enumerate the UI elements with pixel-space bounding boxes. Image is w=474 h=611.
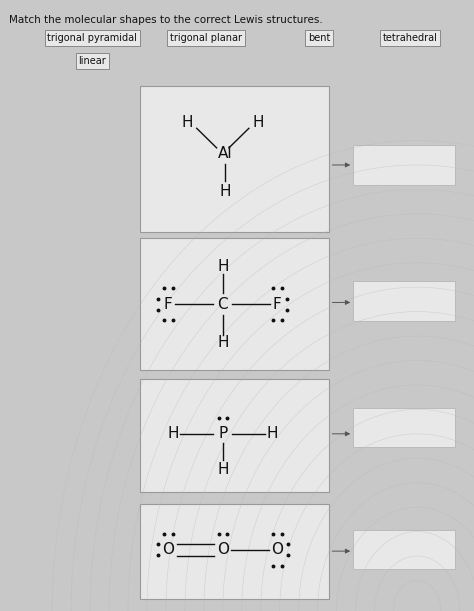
Bar (140, 504, 329, 599)
Text: H: H (182, 115, 193, 130)
Text: H: H (167, 426, 179, 441)
Bar (140, 379, 329, 492)
Text: trigonal pyramidal: trigonal pyramidal (47, 33, 137, 43)
Text: Al: Al (218, 147, 232, 161)
Text: F: F (273, 297, 282, 312)
Text: bent: bent (308, 33, 330, 43)
Text: O: O (271, 543, 283, 557)
Text: Match the molecular shapes to the correct Lewis structures.: Match the molecular shapes to the correc… (9, 15, 323, 25)
Text: P: P (218, 426, 228, 441)
Bar (353, 408, 455, 447)
Text: tetrahedral: tetrahedral (383, 33, 438, 43)
Bar (140, 86, 329, 232)
Text: H: H (217, 462, 228, 477)
Bar (140, 238, 329, 370)
Bar (353, 530, 455, 569)
Text: linear: linear (79, 56, 106, 66)
Text: trigonal planar: trigonal planar (170, 33, 242, 43)
Text: H: H (219, 184, 231, 199)
Text: H: H (253, 115, 264, 130)
Text: F: F (164, 297, 173, 312)
Bar (353, 281, 455, 321)
Text: O: O (217, 543, 229, 557)
Text: C: C (218, 297, 228, 312)
Text: O: O (162, 543, 174, 557)
Text: H: H (267, 426, 278, 441)
Bar (353, 145, 455, 185)
Text: H: H (217, 335, 228, 349)
Text: H: H (217, 259, 228, 274)
